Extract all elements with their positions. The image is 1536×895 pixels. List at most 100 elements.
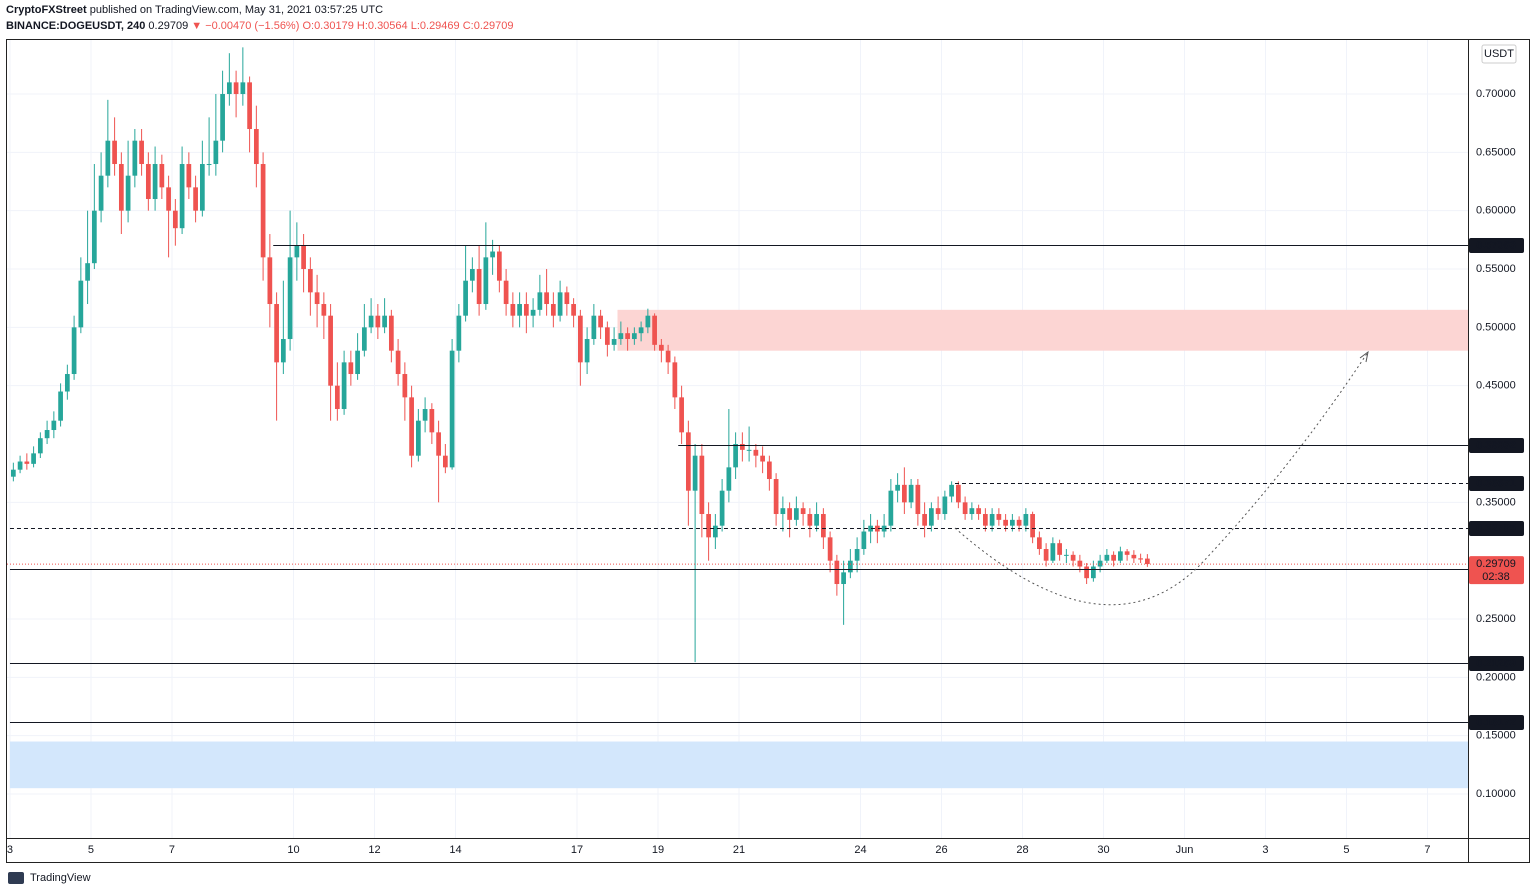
candle-body <box>91 210 97 264</box>
projection-curve <box>954 351 1369 606</box>
candle-body <box>875 525 880 532</box>
candle-body <box>213 140 219 165</box>
candle-body <box>962 502 968 515</box>
last-price-box <box>1469 556 1524 585</box>
candle-body <box>456 315 462 351</box>
x-tick-label: 5 <box>1343 844 1349 856</box>
candle-body <box>645 315 651 328</box>
candle-body <box>233 82 239 95</box>
close: C:0.29709 <box>463 20 514 32</box>
candle-body <box>989 514 995 526</box>
candle-body <box>544 292 549 305</box>
candle-body <box>577 315 583 363</box>
candle-body <box>172 210 178 229</box>
header-line-1: CryptoFXStreet published on TradingView.… <box>6 4 383 16</box>
candle-body <box>341 362 347 410</box>
level-label-box <box>1469 656 1524 671</box>
level-label-box <box>1469 238 1524 253</box>
candle-body <box>287 257 293 340</box>
candle-body <box>64 374 70 392</box>
candle-body <box>1124 551 1130 555</box>
y-tick-label: 0.55000 <box>1476 263 1516 275</box>
y-tick-label: 0.15000 <box>1476 730 1516 742</box>
header-line-2: BINANCE:DOGEUSDT, 240 0.29709 ▼ −0.00470… <box>6 20 513 32</box>
x-tick-label: 12 <box>368 844 380 856</box>
candle-body <box>834 560 840 585</box>
y-tick-label: 0.65000 <box>1476 146 1516 158</box>
candle-body <box>125 175 131 211</box>
y-tick-label: 0.70000 <box>1476 88 1516 100</box>
candle-body <box>1077 560 1083 567</box>
logo <box>8 872 24 884</box>
level-label: 0.36671 <box>1476 477 1516 489</box>
candle-body <box>1043 549 1049 561</box>
candle-body <box>584 339 590 363</box>
candle-body <box>193 187 198 211</box>
x-tick-label: 7 <box>1424 844 1430 856</box>
candle-body <box>85 263 90 281</box>
candle-body <box>139 140 144 165</box>
candle-body <box>220 94 225 141</box>
candle-body <box>1104 554 1110 561</box>
candle-body <box>557 292 563 316</box>
candle-body <box>523 304 529 316</box>
candle-body <box>733 444 738 468</box>
candle-body <box>888 490 894 526</box>
candle-body <box>1084 566 1089 579</box>
candle-body <box>942 496 948 515</box>
candle-body <box>382 315 387 328</box>
candle-body <box>260 164 266 258</box>
x-tick-label: 19 <box>652 844 664 856</box>
brand: TradingView <box>30 872 91 884</box>
candle-body <box>598 315 603 328</box>
candle-body <box>240 82 246 95</box>
candle-body <box>132 140 138 176</box>
candle-body <box>395 350 401 375</box>
candle-body <box>118 164 124 211</box>
countdown: 02:38 <box>1482 571 1510 583</box>
frame <box>6 39 1530 863</box>
candle-body <box>631 333 637 340</box>
candle-body <box>1057 543 1062 555</box>
level-label: 0.16172 <box>1476 716 1516 728</box>
candle-body <box>665 350 671 363</box>
candle-body <box>159 164 165 188</box>
candle-body <box>929 508 934 526</box>
candle-body <box>361 327 367 351</box>
candle-body <box>355 350 360 375</box>
candle-body <box>429 409 435 433</box>
candle-body <box>280 339 286 363</box>
candle-body <box>652 315 657 345</box>
y-tick-label: 0.35000 <box>1476 496 1516 508</box>
candle-body <box>902 484 907 503</box>
candle-body <box>787 508 792 520</box>
candle-body <box>388 315 394 351</box>
candle-body <box>868 525 873 532</box>
candle-body <box>226 82 232 95</box>
candle-body <box>996 514 1002 520</box>
x-tick-label: Jun <box>1176 844 1194 856</box>
candle-body <box>773 479 779 515</box>
candle-body <box>247 82 252 130</box>
candle-body <box>956 484 961 503</box>
candle-body <box>1016 519 1022 526</box>
candle-body <box>145 164 151 200</box>
candle-body <box>152 164 158 200</box>
y-tick-label: 0.10000 <box>1476 788 1516 800</box>
candle-body <box>895 484 900 491</box>
candle-body <box>604 327 610 345</box>
x-tick-label: 3 <box>7 844 13 856</box>
candle-body <box>949 484 954 497</box>
candle-body <box>685 432 691 491</box>
candle-body <box>766 461 772 480</box>
candle-body <box>105 140 111 176</box>
x-tick-label: 26 <box>935 844 947 856</box>
candle-body <box>328 315 333 386</box>
candle-body <box>294 245 300 258</box>
level-label: 0.32785 <box>1476 522 1516 534</box>
level-label: 0.21269 <box>1476 657 1516 669</box>
candle-body <box>307 269 313 293</box>
candle-body <box>1010 519 1015 526</box>
candle-body <box>314 292 320 305</box>
